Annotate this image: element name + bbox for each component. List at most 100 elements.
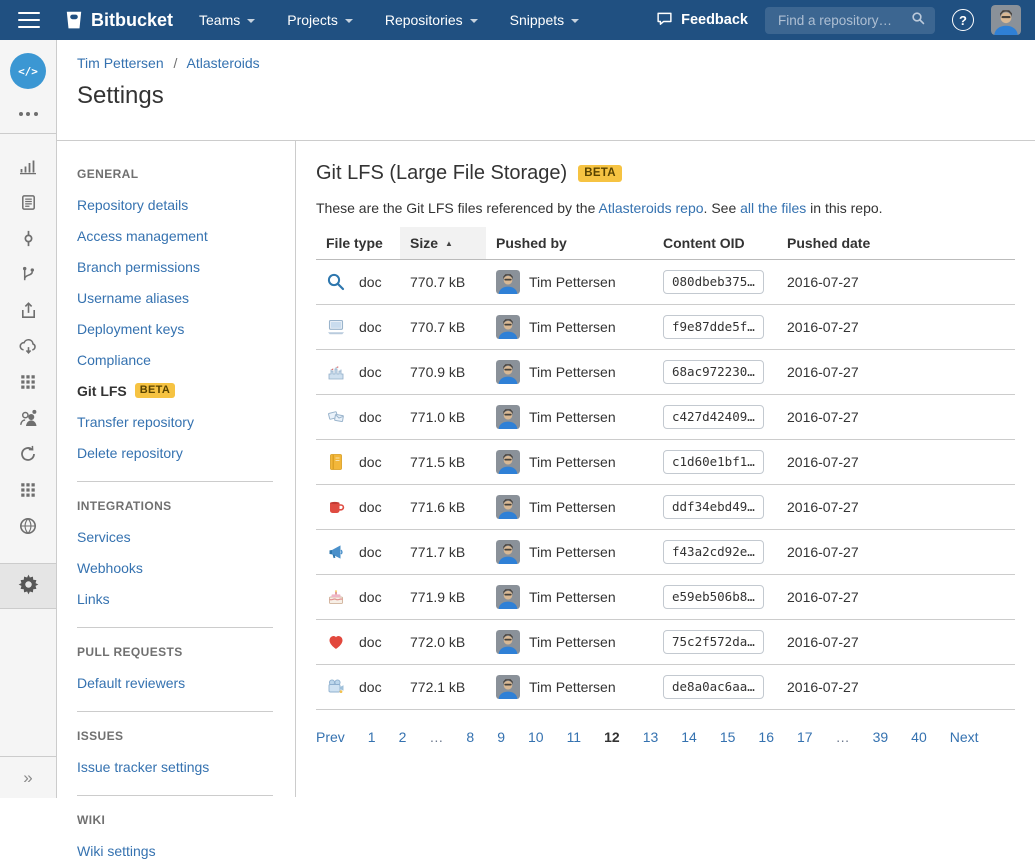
- help-icon[interactable]: ?: [952, 9, 974, 31]
- pushed-date-cell: 2016-07-27: [777, 664, 1015, 710]
- content-oid-value: f9e87dde5f…: [663, 315, 764, 339]
- column-header-size[interactable]: Size ▲: [400, 227, 486, 260]
- charts-icon[interactable]: [0, 148, 56, 184]
- sidebar-item-webhooks[interactable]: Webhooks: [77, 552, 295, 583]
- pagination-16[interactable]: 16: [758, 729, 774, 745]
- more-icon[interactable]: [18, 110, 38, 118]
- commits-icon[interactable]: [0, 220, 56, 256]
- sidebar-item-git-lfs[interactable]: Git LFS BETA: [77, 375, 295, 406]
- sidebar-item-links[interactable]: Links: [77, 583, 295, 614]
- pagination-prev[interactable]: Prev: [316, 729, 345, 745]
- sidebar-item-label: Delete repository: [77, 444, 183, 461]
- settings-menu: GENERAL Repository details Access manageme…: [57, 141, 296, 859]
- search-icon[interactable]: [911, 11, 926, 29]
- pagination-9[interactable]: 9: [497, 729, 505, 745]
- breadcrumb-repo-link[interactable]: Atlasteroids: [186, 55, 260, 71]
- sidebar-item-branch-permissions[interactable]: Branch permissions: [77, 251, 295, 282]
- pagination-2[interactable]: 2: [398, 729, 407, 745]
- beta-badge: BETA: [134, 383, 176, 398]
- all-files-link[interactable]: all the files: [740, 200, 807, 216]
- sidebar-item-access-management[interactable]: Access management: [77, 220, 295, 251]
- sidebar-item-services[interactable]: Services: [77, 521, 295, 552]
- chevron-down-icon: [571, 19, 580, 23]
- feedback-label: Feedback: [681, 12, 748, 28]
- navbar-menu-teams[interactable]: Teams: [199, 12, 256, 28]
- column-header-pushed-by[interactable]: Pushed by: [486, 227, 653, 260]
- branches-icon[interactable]: [0, 256, 56, 292]
- intro-after: in this repo.: [806, 200, 883, 216]
- pagination-1[interactable]: 1: [367, 729, 376, 745]
- column-header-label: Content OID: [663, 235, 745, 251]
- column-header-pushed-date[interactable]: Pushed date: [777, 227, 1015, 260]
- sidebar-item-delete-repository[interactable]: Delete repository: [77, 437, 295, 468]
- pagination-8[interactable]: 8: [466, 729, 475, 745]
- content-oid-value: ddf34ebd49…: [663, 495, 764, 519]
- navbar-menu-projects[interactable]: Projects: [287, 12, 353, 28]
- sidebar-item-deployment-keys[interactable]: Deployment keys: [77, 313, 295, 344]
- pagination-17[interactable]: 17: [797, 729, 813, 745]
- pushed-date-cell: 2016-07-27: [777, 349, 1015, 395]
- sidebar-item-label: Repository details: [77, 196, 189, 213]
- documents-icon[interactable]: [0, 184, 56, 220]
- settings-gear-item[interactable]: [0, 563, 56, 609]
- sidebar-item-label: Branch permissions: [77, 258, 200, 275]
- bitbucket-logo[interactable]: Bitbucket: [64, 10, 173, 31]
- cake-icon: [326, 587, 346, 607]
- pagination-39[interactable]: 39: [872, 729, 889, 745]
- navbar-menu-label: Teams: [199, 12, 241, 28]
- sidebar-item-compliance[interactable]: Compliance: [77, 344, 295, 375]
- content-oid-value: 080dbeb375…: [663, 270, 764, 294]
- repo-link[interactable]: Atlasteroids repo: [598, 200, 704, 216]
- sidebar-item-username-aliases[interactable]: Username aliases: [77, 282, 295, 313]
- repo-avatar[interactable]: </>: [10, 53, 46, 89]
- members-icon[interactable]: [0, 400, 56, 436]
- navbar-menu-snippets[interactable]: Snippets: [510, 12, 580, 28]
- table-body: doc 770.7 kB Tim Pettersen 080dbeb375… 2016-…: [316, 259, 1015, 710]
- pagination-10[interactable]: 10: [527, 729, 544, 745]
- pushed-date-cell: 2016-07-27: [777, 394, 1015, 440]
- navbar-menu-repositories[interactable]: Repositories: [385, 12, 478, 28]
- search-input[interactable]: [776, 11, 911, 29]
- builds-icon[interactable]: [0, 436, 56, 472]
- apps-icon[interactable]: [0, 472, 56, 508]
- rail-divider: [0, 133, 56, 134]
- column-header-label: File type: [326, 235, 383, 251]
- size-cell: 771.5 kB: [400, 439, 486, 485]
- content-oid-value: 68ac972230…: [663, 360, 764, 384]
- pagination-14[interactable]: 14: [681, 729, 697, 745]
- user-avatar[interactable]: [991, 5, 1021, 35]
- file-type-label: doc: [359, 409, 382, 425]
- rail-expand-button[interactable]: »: [0, 756, 56, 798]
- addons-icon[interactable]: [0, 364, 56, 400]
- breadcrumb-user-link[interactable]: Tim Pettersen: [77, 55, 164, 71]
- pagination-40[interactable]: 40: [911, 729, 927, 745]
- column-header-content-oid[interactable]: Content OID: [653, 227, 777, 260]
- git-lfs-panel: Git LFS (Large File Storage) BETA These …: [296, 141, 1035, 797]
- pushed-by-name: Tim Pettersen: [529, 274, 616, 290]
- website-icon[interactable]: [0, 508, 56, 544]
- file-type-cell: doc: [316, 574, 400, 620]
- pushed-date-cell: 2016-07-27: [777, 484, 1015, 530]
- sidebar-item-default-reviewers[interactable]: Default reviewers: [77, 667, 295, 698]
- pagination-next[interactable]: Next: [949, 729, 979, 745]
- file-type-cell: doc: [316, 349, 400, 395]
- feedback-button[interactable]: Feedback: [656, 10, 748, 31]
- upload-icon[interactable]: [0, 292, 56, 328]
- chevron-down-icon: [469, 19, 478, 23]
- pagination-15[interactable]: 15: [719, 729, 736, 745]
- laptop-icon: [326, 317, 346, 337]
- size-cell: 771.0 kB: [400, 394, 486, 440]
- hamburger-menu-icon[interactable]: [18, 12, 40, 28]
- sidebar-item-issue-tracker-settings[interactable]: Issue tracker settings: [77, 751, 295, 782]
- column-header-label: Pushed by: [496, 235, 567, 251]
- size-cell: 770.9 kB: [400, 349, 486, 395]
- column-header-file-type[interactable]: File type: [316, 227, 400, 260]
- sidebar-item-transfer-repository[interactable]: Transfer repository: [77, 406, 295, 437]
- pagination-11[interactable]: 11: [566, 729, 582, 745]
- size-cell: 771.7 kB: [400, 529, 486, 575]
- pipelines-icon[interactable]: [0, 328, 56, 364]
- sidebar-item-repository-details[interactable]: Repository details: [77, 189, 295, 220]
- sidebar-item-wiki-settings[interactable]: Wiki settings: [77, 835, 295, 866]
- file-type-cell: doc: [316, 619, 400, 665]
- pagination-13[interactable]: 13: [642, 729, 659, 745]
